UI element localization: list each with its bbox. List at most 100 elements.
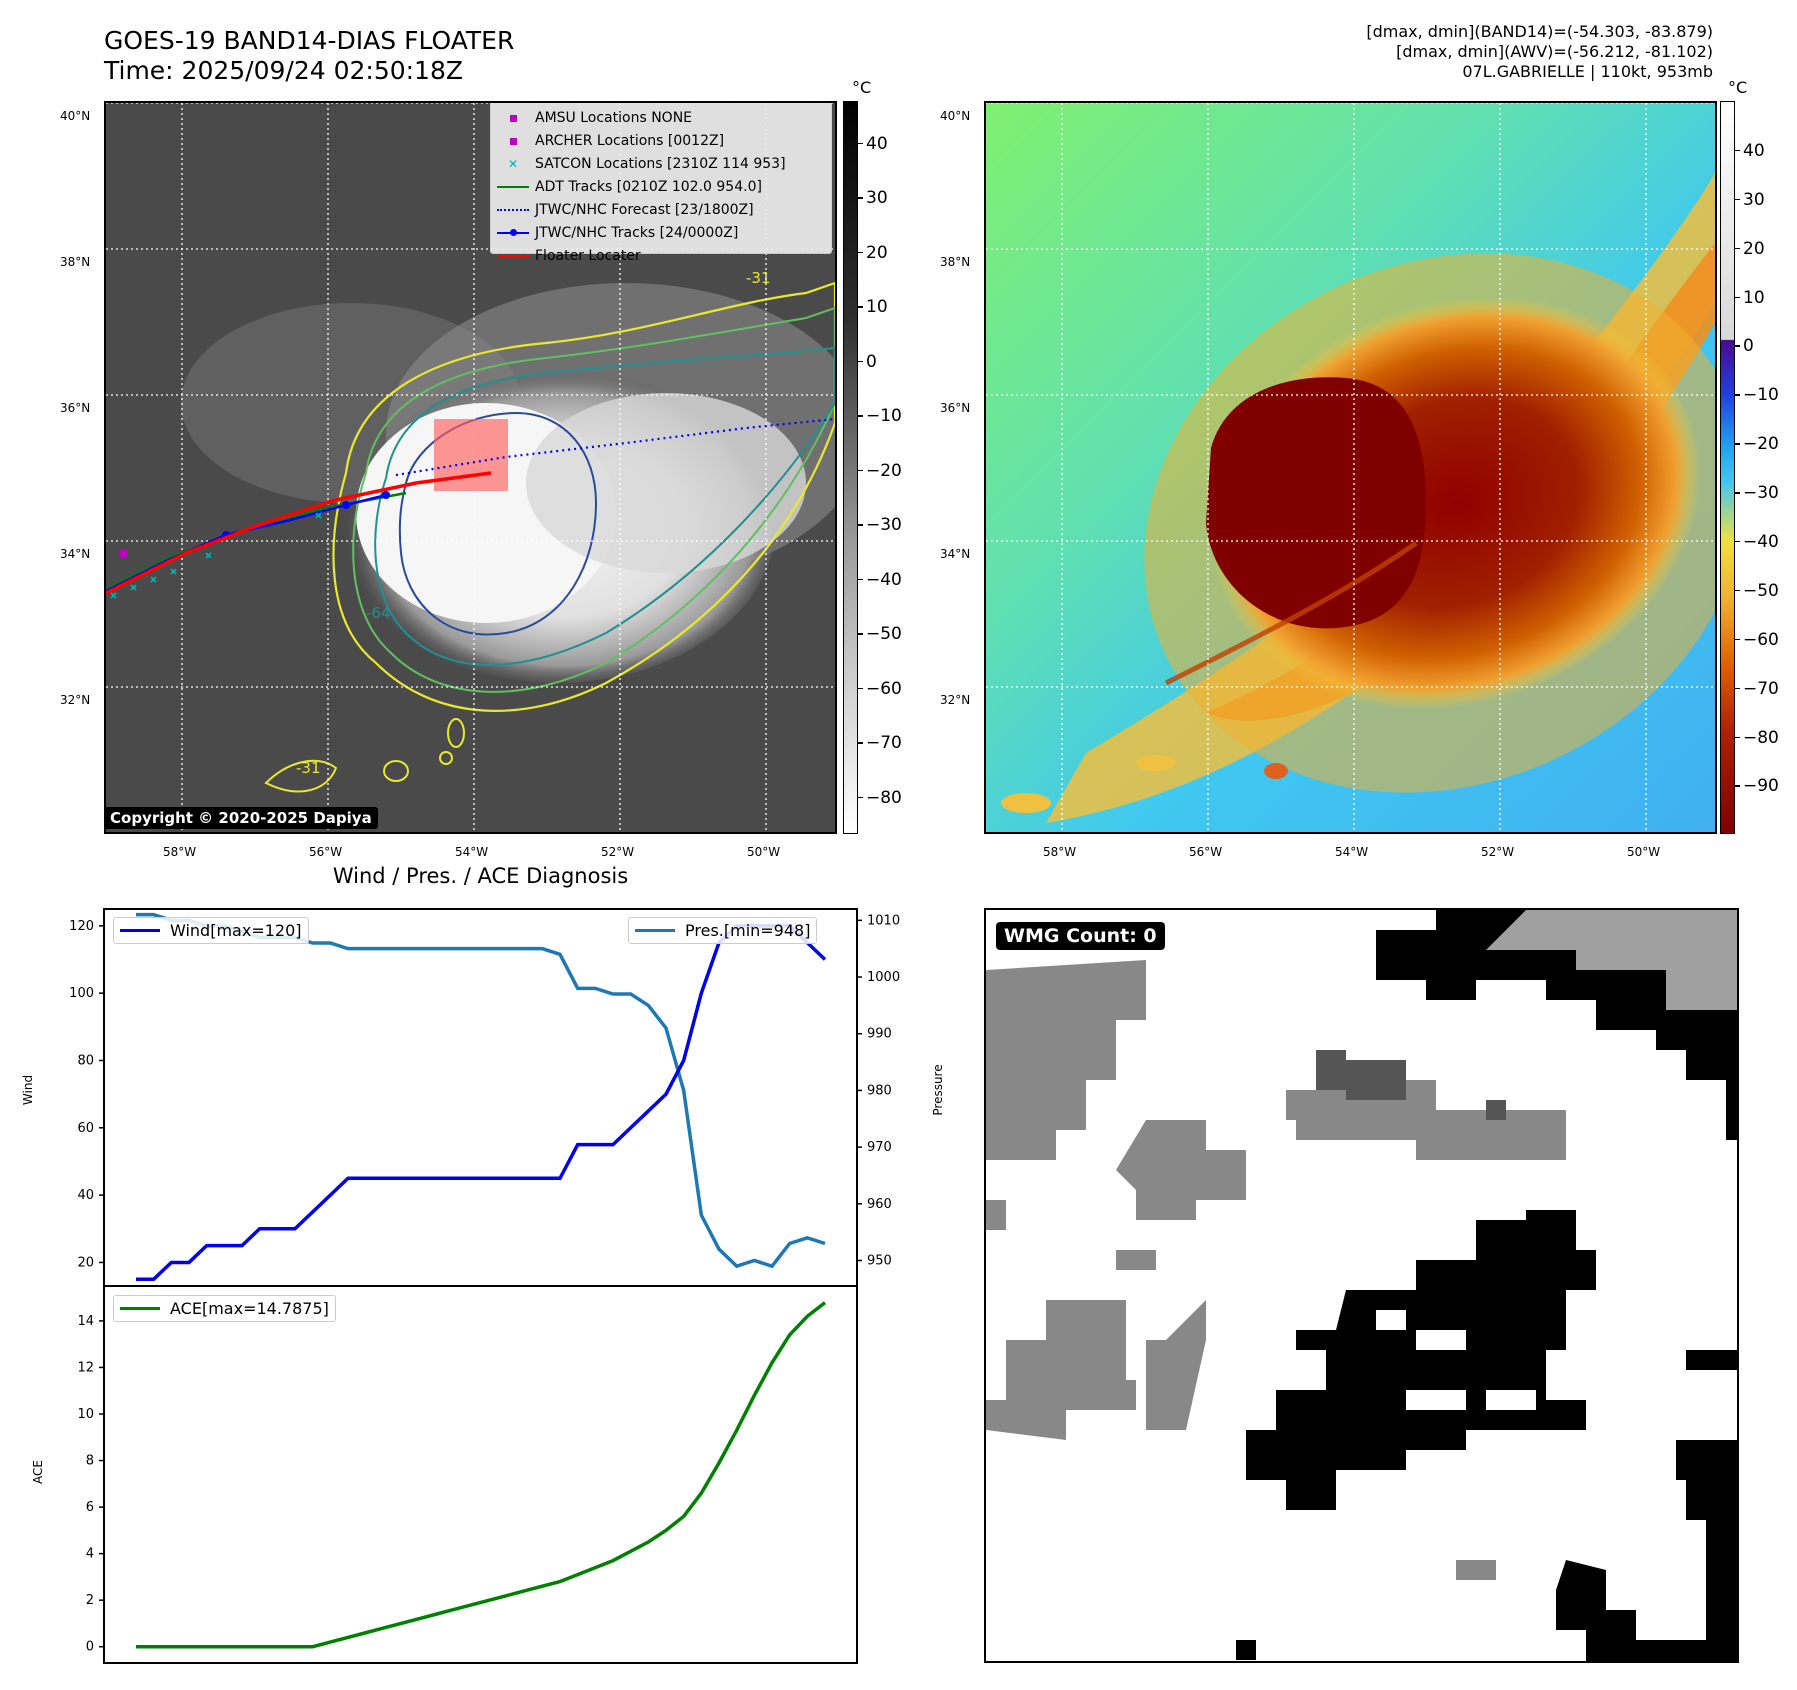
lat-tick: 32°N (940, 693, 971, 707)
forecast-dotted-icon (497, 208, 529, 211)
wind-line (136, 924, 827, 1282)
lat-tick: 40°N (60, 109, 91, 123)
ace-ytick-label: 8 (86, 1454, 94, 1469)
info-line-3: 07L.GABRIELLE | 110kt, 953mb (1462, 62, 1713, 81)
wind-ytick-label: 40 (77, 1188, 94, 1203)
awv-colorbar-tick-label: 0 (1743, 336, 1754, 357)
lon-tick: 50°W (747, 845, 781, 859)
ir-colorbar-unit: °C (852, 78, 872, 97)
awv-colorbar-tick-label: −70 (1743, 678, 1779, 699)
awv-colorbar-tick-mark (1735, 785, 1740, 787)
pressure-legend-label: Pres.[min=948] (685, 921, 811, 940)
legend-label: AMSU Locations NONE (535, 109, 693, 126)
ace-legend-line-icon (120, 1307, 160, 1310)
ir-colorbar-tick-label: −60 (866, 678, 902, 699)
info-line-2: [dmax, dmin](AWV)=(-56.212, -81.102) (1396, 42, 1713, 61)
pressure-ytick-label: 1010 (867, 913, 900, 928)
awv-colorbar-tick-mark (1735, 296, 1740, 299)
archer-marker (120, 550, 128, 558)
pressure-ytick-label: 980 (867, 1083, 892, 1098)
lat-tick: 34°N (60, 547, 91, 561)
lat-tick: 36°N (60, 401, 91, 415)
lon-tick: 56°W (1189, 845, 1223, 859)
lon-tick: 54°W (455, 845, 489, 859)
lat-tick: 36°N (940, 401, 971, 415)
legend-item-tracks: JTWC/NHC Tracks [24/0000Z] (491, 221, 831, 244)
wmg-holes (1376, 1310, 1536, 1410)
awv-colorbar-tick-label: −60 (1743, 629, 1779, 650)
awv-colorbar-tick-label: 20 (1743, 238, 1765, 259)
awv-colorbar (1720, 101, 1735, 834)
contour-yellow (332, 281, 835, 712)
ir-colorbar-tick-mark (858, 687, 863, 690)
ace-legend: ACE[max=14.7875] (113, 1295, 336, 1322)
ace-frame (103, 1285, 858, 1664)
pressure-ytick-label: 1000 (867, 970, 900, 985)
ir-colorbar-tick-mark (858, 524, 863, 526)
lat-tick: 34°N (940, 547, 971, 561)
wmg-gray-regions (986, 960, 1566, 1580)
ir-colorbar-tick-mark (858, 142, 863, 144)
ir-colorbar-tick-label: 20 (866, 242, 888, 263)
tracks-line-dot-icon (497, 228, 529, 236)
diagnosis-chart: 20 40 60 80 100 120 950 960 970 980 990 1000 1010 0 2… (21, 908, 945, 1664)
ace-axis-label: ACE (31, 1460, 45, 1484)
awv-colorbar-tick-label: −30 (1743, 483, 1779, 504)
jtwc-track (106, 493, 387, 593)
ir-colorbar-tick-label: 40 (866, 133, 888, 154)
ir-colorbar-tick-label: 0 (866, 351, 877, 372)
wind-ytick-label: 20 (77, 1255, 94, 1270)
legend-label: Floater Locater (535, 247, 641, 264)
outer-band (1046, 173, 1715, 823)
contour-label-1: -64 (366, 604, 391, 622)
lon-tick: 54°W (1335, 845, 1369, 859)
lon-tick: 58°W (163, 845, 197, 859)
awv-colorbar-tick-mark (1735, 589, 1740, 592)
awv-colorbar-tick-mark (1735, 540, 1740, 543)
ir-colorbar-tick-mark (858, 306, 863, 308)
pressure-ytick-label: 970 (867, 1140, 892, 1155)
awv-colorbar-tick-mark (1735, 149, 1740, 152)
ace-ytick-label: 14 (77, 1314, 94, 1329)
ace-line (136, 1301, 827, 1649)
ir-colorbar-tick-mark (858, 360, 863, 363)
ir-colorbar-tick-label: −80 (866, 787, 902, 808)
info-line-1: [dmax, dmin](BAND14)=(-54.303, -83.879) (1366, 22, 1713, 41)
ace-ytick-label: 10 (77, 1407, 94, 1422)
ace-ytick-label: 4 (86, 1547, 94, 1562)
ir-colorbar-tick-label: −30 (866, 515, 902, 536)
pressure-legend: Pres.[min=948] (628, 917, 818, 944)
legend-item-amsu: AMSU Locations NONE (491, 106, 831, 129)
ace-panel: 0 2 4 6 8 10 12 14 (77, 1285, 858, 1664)
map-legend: AMSU Locations NONE ARCHER Locations [00… (490, 103, 832, 264)
awv-colorbar-tick-label: −90 (1743, 776, 1779, 797)
ir-colorbar-tick-label: −50 (866, 624, 902, 645)
legend-label: JTWC/NHC Forecast [23/1800Z] (535, 201, 754, 218)
awv-colorbar-tick-label: 40 (1743, 140, 1765, 161)
contour-label-2: -31 (746, 269, 771, 287)
legend-item-adt: ADT Tracks [0210Z 102.0 954.0] (491, 175, 831, 198)
wmg-dark-regions (1316, 1050, 1506, 1120)
wind-ytick-label: 120 (69, 919, 94, 934)
awv-colorbar-tick-mark (1735, 394, 1740, 396)
ir-satellite-map: -64 -31 -31 AMSU Location (104, 101, 837, 834)
lat-tick: 38°N (60, 255, 91, 269)
awv-core (1206, 377, 1426, 629)
wind-ytick-label: 60 (77, 1121, 94, 1136)
awv-colorbar-tick-mark (1735, 492, 1740, 494)
awv-satellite-map (984, 101, 1717, 834)
lon-tick: 50°W (1627, 845, 1661, 859)
ir-colorbar-tick-label: −70 (866, 733, 902, 754)
awv-colorbar-tick-mark (1735, 687, 1740, 690)
pressure-ytick-label: 990 (867, 1027, 892, 1042)
ir-colorbar-tick-mark (858, 633, 863, 635)
legend-label: ARCHER Locations [0012Z] (535, 132, 725, 149)
awv-colorbar-tick-label: −80 (1743, 727, 1779, 748)
ace-legend-label: ACE[max=14.7875] (170, 1299, 329, 1318)
wind-legend-label: Wind[max=120] (170, 921, 302, 940)
legend-item-archer: ARCHER Locations [0012Z] (491, 129, 831, 152)
awv-colorbar-tick-mark (1735, 198, 1740, 201)
wmg-panel: WMG Count: 0 (984, 908, 1739, 1663)
lat-tick: 38°N (940, 255, 971, 269)
satcon-markers (110, 512, 322, 599)
